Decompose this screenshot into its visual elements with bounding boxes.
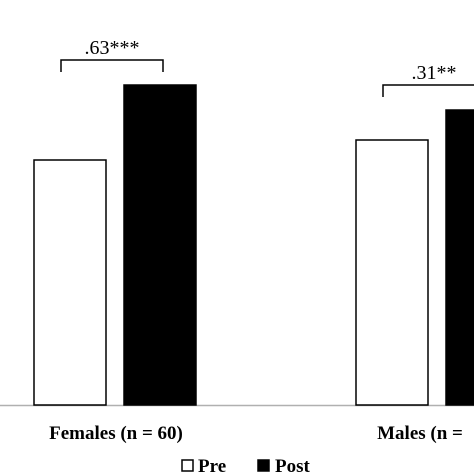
x-tick-label-0: Females (n = 60) <box>49 423 183 444</box>
x-tick-label-1: Males (n = <box>377 423 463 444</box>
bar-post-0 <box>123 84 197 406</box>
significance-bracket-0 <box>60 59 164 72</box>
significance-annotations: .63*** .31** <box>60 37 474 97</box>
legend-swatch-pre <box>181 459 194 472</box>
legend-swatch-post <box>257 459 270 472</box>
legend-label-pre: Pre <box>198 456 226 474</box>
legend-label-post: Post <box>275 456 311 474</box>
significance-label-0: .63*** <box>85 37 140 59</box>
bar-pre-1 <box>355 139 429 406</box>
bar-pre-0 <box>33 159 107 406</box>
x-tick-labels: Females (n = 60) Males (n = <box>49 423 463 444</box>
bars-group <box>33 84 474 406</box>
bar-post-1 <box>445 109 474 406</box>
significance-bracket-1 <box>382 84 474 97</box>
significance-label-1: .31** <box>412 62 457 84</box>
legend: Pre Post <box>181 456 311 474</box>
